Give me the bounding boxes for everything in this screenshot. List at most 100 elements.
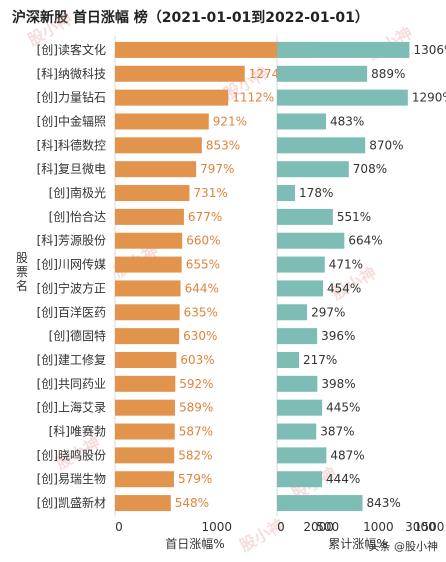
right-bar-value-label: 387% <box>320 425 354 439</box>
category-label: [科]复旦微电 <box>37 162 106 176</box>
right-bar-value-label: 664% <box>348 234 382 248</box>
right-bar-value-label: 483% <box>330 114 364 128</box>
right-bar-value-label: 445% <box>326 401 360 415</box>
right-bar <box>277 89 408 106</box>
credit-text: 头条 @股小神 <box>369 539 439 553</box>
left-bar-value-label: 677% <box>188 210 222 224</box>
right-x-tick-label: 1000 <box>363 520 394 534</box>
category-label: [创]南极光 <box>49 185 106 200</box>
left-bar-value-label: 582% <box>178 448 212 462</box>
left-bar-value-label: 630% <box>183 329 217 343</box>
left-bar-value-label: 548% <box>175 496 209 510</box>
left-bar-value-label: 660% <box>186 234 220 248</box>
right-bar <box>277 351 300 368</box>
category-labels: [创]读客文化 [科]纳微科技 [创]力量钻石 [创]中金辐照 [科]科德数控 [科]复旦… <box>37 42 106 510</box>
left-bar-value-label: 731% <box>193 186 227 200</box>
right-bar-value-label: 487% <box>330 448 364 462</box>
right-bar <box>277 208 333 225</box>
left-panel-bars: 1943%1274%1112%921%853%797%731%677%660%6… <box>115 41 359 512</box>
right-x-axis-title: 累计涨幅% <box>328 536 387 551</box>
left-bar-value-label: 853% <box>206 138 240 152</box>
left-bar <box>115 65 245 82</box>
right-bar-value-label: 444% <box>326 472 360 486</box>
chart-title: 沪深新股 首日涨幅 榜（2021-01-01到2022-01-01） <box>12 9 369 26</box>
left-bar <box>115 161 197 178</box>
category-label: [科]纳微科技 <box>37 67 106 81</box>
left-bar-value-label: 1112% <box>232 91 274 105</box>
right-bar <box>277 328 318 345</box>
right-bar-value-label: 1306% <box>413 43 446 57</box>
right-bar <box>277 232 345 249</box>
left-bar <box>115 208 184 225</box>
right-bar <box>277 65 368 82</box>
right-bar <box>277 447 327 464</box>
right-bar <box>277 185 296 202</box>
right-bar-value-label: 551% <box>337 210 371 224</box>
right-bar <box>277 256 325 273</box>
category-label: [创]百洋医药 <box>37 304 106 319</box>
right-bar-value-label: 178% <box>299 186 333 200</box>
right-bar-value-label: 398% <box>321 377 355 391</box>
right-bar-value-label: 708% <box>353 162 387 176</box>
left-bar-value-label: 797% <box>200 162 234 176</box>
left-bar <box>115 304 180 321</box>
left-bar <box>115 423 175 440</box>
right-bar <box>277 471 323 488</box>
left-bar <box>115 351 177 368</box>
left-bar <box>115 375 176 392</box>
right-bar <box>277 113 326 130</box>
category-label: [创]德固特 <box>49 328 106 343</box>
left-x-tick-label: 2000 <box>303 520 334 534</box>
right-panel-bars: 1306% 889% 1290% 483% 870% 708% 178% 551% 664% 47… <box>277 41 446 512</box>
right-bar-value-label: 1290% <box>412 91 446 105</box>
right-bar <box>277 399 323 416</box>
category-label: [科]唯赛勃 <box>49 424 106 439</box>
right-bar <box>277 495 363 512</box>
category-label: [创]凯盛新材 <box>37 495 106 510</box>
left-bar <box>115 471 174 488</box>
left-bar <box>115 328 180 345</box>
left-x-tick-label: 1000 <box>202 520 233 534</box>
category-label: [科]芳源股份 <box>37 234 106 248</box>
left-bar <box>115 447 175 464</box>
category-label: [创]易瑞生物 <box>37 472 106 486</box>
right-bar-value-label: 217% <box>303 353 337 367</box>
y-axis-title: 股票名 <box>16 251 28 293</box>
left-bar <box>115 256 182 273</box>
left-bar-value-label: 635% <box>184 305 218 319</box>
left-x-tick-label: 0 <box>115 520 123 534</box>
left-bar-value-label: 592% <box>179 377 213 391</box>
left-bar-value-label: 644% <box>185 281 219 295</box>
right-x-tick-label: 0 <box>277 520 285 534</box>
right-bar-value-label: 297% <box>311 305 345 319</box>
right-axis-ticks: 0 500 1000 1500 <box>277 520 444 534</box>
left-bar <box>115 113 209 130</box>
category-label: [创]建工修复 <box>37 352 106 367</box>
category-label: [创]上海艾录 <box>37 400 106 415</box>
right-bar-value-label: 889% <box>371 67 405 81</box>
left-bar <box>115 495 171 512</box>
left-bar-value-label: 589% <box>179 401 213 415</box>
right-bar-value-label: 454% <box>327 281 361 295</box>
right-bar <box>277 161 349 178</box>
right-bar <box>277 137 366 154</box>
left-bar-value-label: 921% <box>213 114 247 128</box>
left-bar-value-label: 655% <box>186 258 220 272</box>
right-x-tick-label: 500 <box>316 520 339 534</box>
left-bar <box>115 280 181 297</box>
right-bar-value-label: 396% <box>321 329 355 343</box>
left-bar-value-label: 579% <box>178 472 212 486</box>
category-label: [创]宁波方正 <box>37 280 106 295</box>
category-label: [创]共同药业 <box>37 377 106 391</box>
right-bar <box>277 41 410 58</box>
category-label: [科]科德数控 <box>37 137 106 152</box>
left-bar <box>115 185 190 202</box>
right-bar <box>277 280 324 297</box>
category-label: [创]中金辐照 <box>37 113 106 128</box>
right-bar-value-label: 471% <box>329 258 363 272</box>
right-bar <box>277 375 318 392</box>
left-bar <box>115 89 229 106</box>
right-bar-value-label: 843% <box>366 496 400 510</box>
category-label: [创]川网传媒 <box>37 257 106 272</box>
